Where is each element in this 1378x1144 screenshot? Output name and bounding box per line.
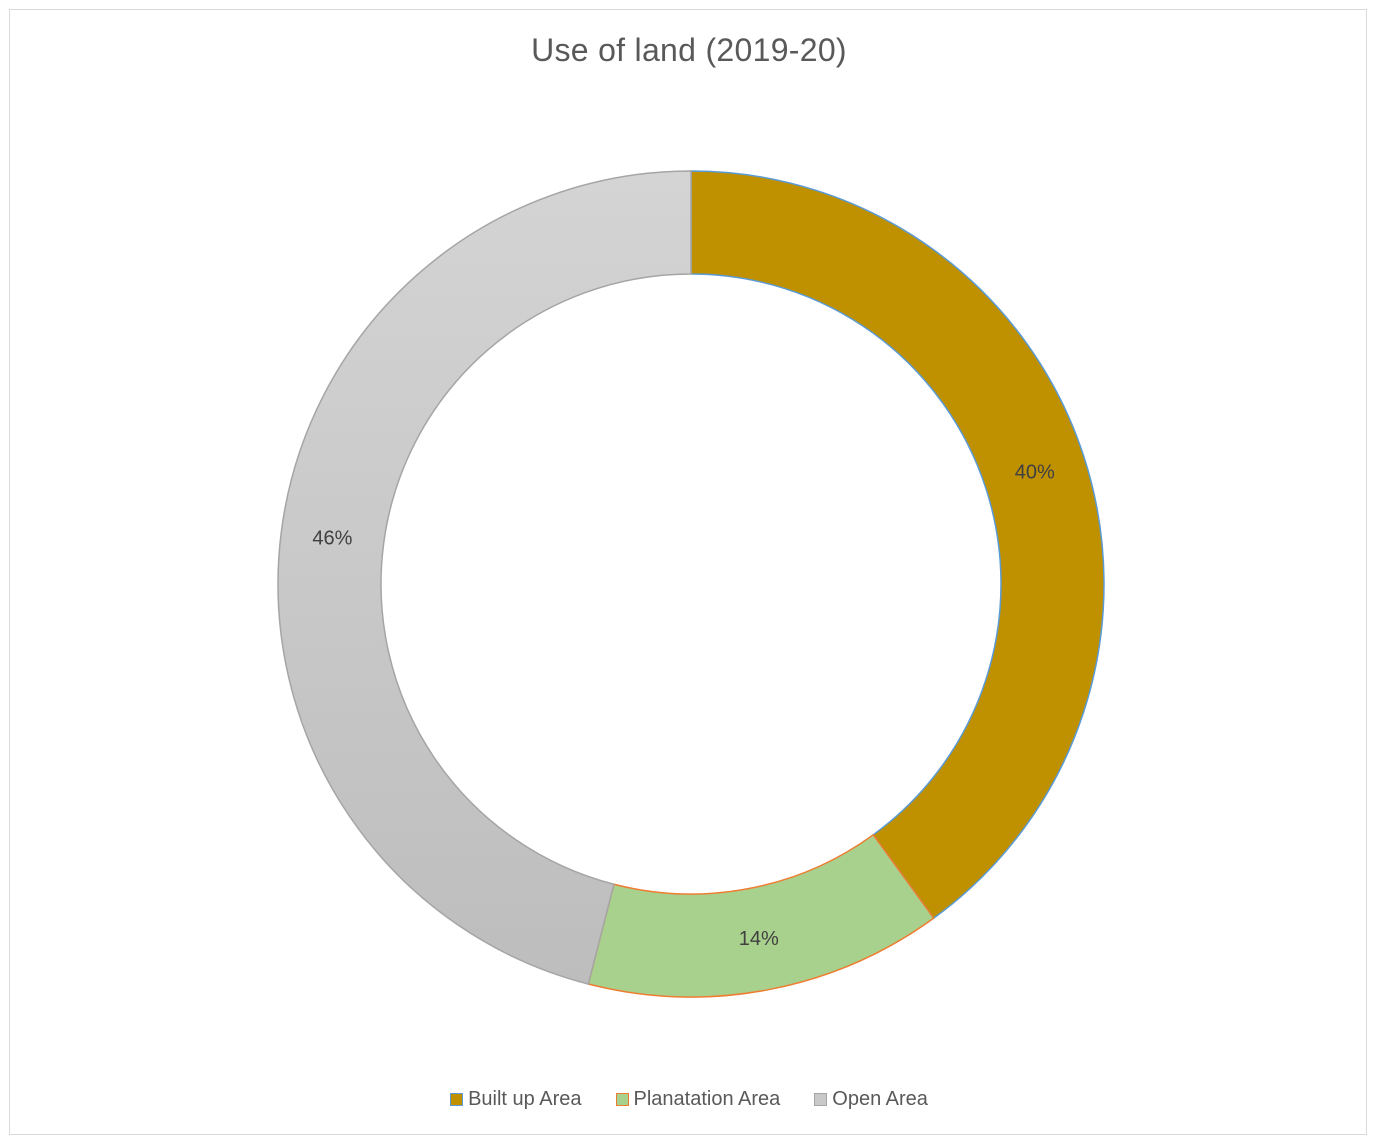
slice-planatation-area[interactable] <box>587 833 935 998</box>
legend-swatch-open-area <box>814 1093 828 1106</box>
legend-swatch-planatation-area <box>615 1093 629 1106</box>
data-label-planatation-area: 14% <box>739 928 779 950</box>
legend-label-built-up-area: Built up Area <box>468 1088 582 1110</box>
legend-item-planatation-area[interactable]: Planatation Area <box>615 1088 781 1111</box>
data-label-built-up-area: 40% <box>1015 461 1055 483</box>
legend-label-open-area: Open Area <box>832 1088 928 1110</box>
legend-label-planatation-area: Planatation Area <box>633 1088 781 1110</box>
data-label-open-area: 46% <box>312 528 352 550</box>
slice-built-up-area[interactable] <box>690 170 1105 920</box>
legend-item-built-up-area[interactable]: Built up Area <box>450 1088 582 1111</box>
chart-title: Use of land (2019-20) <box>531 32 847 68</box>
legend: Built up Area Planatation Area Open Area <box>0 1088 1378 1111</box>
legend-swatch-built-up-area <box>450 1093 464 1106</box>
slice-open-area[interactable] <box>277 170 692 985</box>
data-labels-group: 40% 14% 46% <box>312 461 1055 950</box>
legend-item-open-area[interactable]: Open Area <box>814 1088 928 1111</box>
slices-group <box>277 170 1105 998</box>
